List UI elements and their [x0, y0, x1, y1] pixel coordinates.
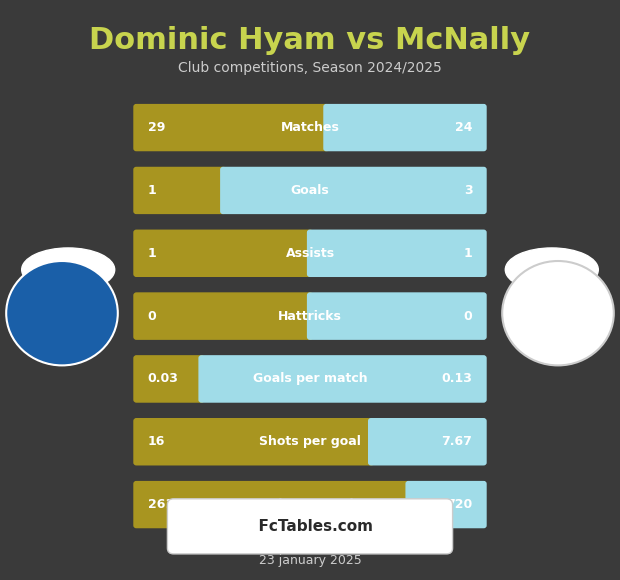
FancyBboxPatch shape: [220, 166, 487, 214]
Text: FcTables.com: FcTables.com: [247, 519, 373, 534]
Text: Hattricks: Hattricks: [278, 310, 342, 322]
Text: Matches: Matches: [281, 121, 339, 134]
FancyBboxPatch shape: [133, 418, 374, 466]
Text: Min per goal: Min per goal: [266, 498, 354, 511]
Text: 0: 0: [464, 310, 472, 322]
Text: 7.67: 7.67: [441, 435, 472, 448]
Text: 16: 16: [148, 435, 165, 448]
Circle shape: [502, 261, 614, 365]
FancyBboxPatch shape: [133, 355, 205, 403]
Text: 0.03: 0.03: [148, 372, 179, 386]
FancyBboxPatch shape: [133, 230, 313, 277]
Text: 3: 3: [464, 184, 472, 197]
Text: Goals: Goals: [291, 184, 329, 197]
Text: Assists: Assists: [285, 246, 335, 260]
Text: 1: 1: [148, 184, 156, 197]
Text: 23 january 2025: 23 january 2025: [259, 554, 361, 567]
Text: 2610: 2610: [148, 498, 182, 511]
FancyBboxPatch shape: [133, 166, 226, 214]
Text: 0.13: 0.13: [441, 372, 472, 386]
Text: Club competitions, Season 2024/2025: Club competitions, Season 2024/2025: [178, 61, 442, 75]
Text: 24: 24: [455, 121, 472, 134]
Ellipse shape: [505, 248, 598, 291]
Text: Goals per match: Goals per match: [253, 372, 367, 386]
Text: Dominic Hyam vs McNally: Dominic Hyam vs McNally: [89, 26, 531, 55]
FancyBboxPatch shape: [167, 499, 453, 554]
FancyBboxPatch shape: [307, 230, 487, 277]
FancyBboxPatch shape: [133, 104, 329, 151]
FancyBboxPatch shape: [133, 292, 313, 340]
FancyBboxPatch shape: [198, 355, 487, 403]
Circle shape: [6, 261, 118, 365]
Ellipse shape: [22, 248, 115, 291]
FancyBboxPatch shape: [405, 481, 487, 528]
FancyBboxPatch shape: [307, 292, 487, 340]
Text: 720: 720: [446, 498, 472, 511]
FancyBboxPatch shape: [368, 418, 487, 466]
Text: 1: 1: [464, 246, 472, 260]
Text: Shots per goal: Shots per goal: [259, 435, 361, 448]
Text: 1: 1: [148, 246, 156, 260]
FancyBboxPatch shape: [323, 104, 487, 151]
Text: 29: 29: [148, 121, 165, 134]
Text: 0: 0: [148, 310, 156, 322]
FancyBboxPatch shape: [133, 481, 412, 528]
